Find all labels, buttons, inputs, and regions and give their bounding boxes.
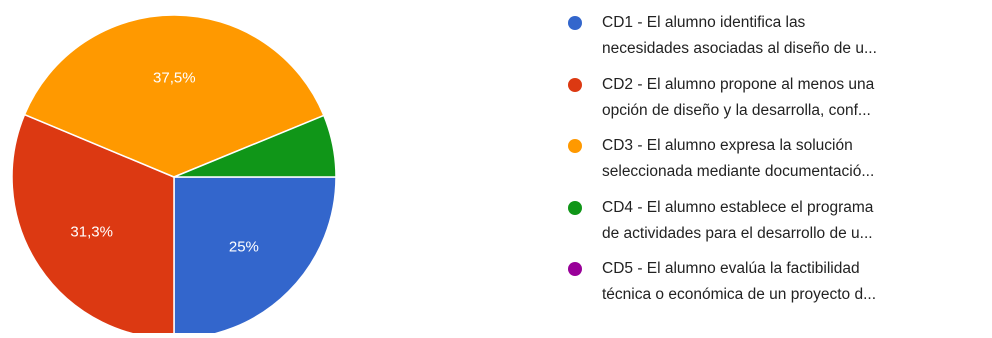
legend-item-2[interactable]: CD2 - El alumno propone al menos una opci… (568, 72, 988, 134)
pie-svg: 25% 31,3% 37,5% (11, 14, 337, 338)
legend-label-line2-1: necesidades asociadas al diseño de u... (602, 40, 877, 57)
legend-swatch-1 (568, 16, 582, 30)
legend-swatch-5 (568, 262, 582, 276)
pie-slice-4[interactable] (173, 114, 337, 178)
legend-label-line1-3: CD3 - El alumno expresa la solución (602, 137, 853, 154)
legend-label-2: CD2 - El alumno propone al menos una opci… (602, 72, 980, 124)
legend-swatch-2 (568, 77, 582, 92)
legend-label-4: CD4 - El alumno establece el programa de … (602, 195, 980, 247)
pie-slice-label-1: 25% (229, 238, 259, 255)
legend-label-line2-3: seleccionada mediante documentació... (602, 163, 875, 180)
legend-item-5[interactable]: CD5 - El alumno evalúa la factibilidad té… (568, 256, 988, 318)
legend-label-line2-5: técnica o económica de un proyecto d... (602, 286, 876, 303)
pie-slice-3[interactable] (23, 14, 325, 178)
legend-label-line1-4: CD4 - El alumno establece el programa (602, 198, 874, 216)
legend-label-line2-4: de actividades para el desarrollo de u..… (602, 224, 873, 242)
legend-swatch-3 (568, 139, 582, 153)
legend-label-line1-1: CD1 - El alumno identifica las (602, 14, 806, 31)
legend-label-5: CD5 - El alumno evalúa la factibilidad té… (602, 256, 980, 308)
legend-label-line2-2: opción de diseño y la desarrolla, conf..… (602, 101, 871, 119)
legend-item-4[interactable]: CD4 - El alumno establece el programa de … (568, 195, 988, 257)
pie-slice-label-3: 37,5% (153, 70, 196, 87)
legend: CD1 - El alumno identifica las necesidade… (568, 10, 988, 318)
legend-swatch-4 (568, 200, 582, 215)
legend-label-line1-2: CD2 - El alumno propone al menos una (602, 75, 875, 93)
legend-item-1[interactable]: CD1 - El alumno identifica las necesidade… (568, 10, 988, 72)
legend-item-3[interactable]: CD3 - El alumno expresa la solución selec… (568, 133, 988, 195)
pie-slice-label-2: 31,3% (70, 223, 113, 240)
legend-label-line1-5: CD5 - El alumno evalúa la factibilidad (602, 260, 860, 277)
legend-label-1: CD1 - El alumno identifica las necesidade… (602, 10, 980, 62)
legend-label-3: CD3 - El alumno expresa la solución selec… (602, 133, 980, 185)
